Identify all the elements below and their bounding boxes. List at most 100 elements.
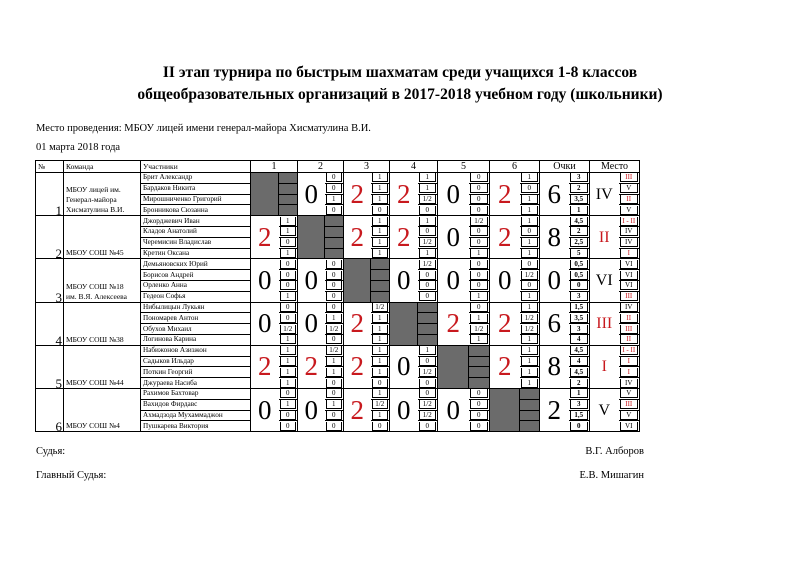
header-opponent-5: 5 (437, 160, 490, 173)
team-match-score: 2 (343, 387, 371, 433)
team-match-score: 2 (489, 344, 520, 389)
participant-points-value: 1,5 (569, 303, 588, 312)
team-match-score: 0 (437, 387, 469, 433)
game-result: 1 (519, 247, 540, 260)
game-result-value: 0 (279, 270, 296, 280)
team-match-score: 2 (343, 171, 371, 217)
header-place: Место (589, 160, 640, 173)
participant-points-value: 5 (569, 249, 588, 258)
participant-place: III (618, 323, 640, 335)
game-result-value: 0 (279, 421, 296, 431)
participant-points-value: 2 (569, 184, 588, 194)
participant-name: Бардаков Никита (140, 182, 251, 195)
game-result: 0 (468, 225, 490, 238)
self-game-cell (370, 290, 390, 303)
participant-name: Поткин Георгий (140, 366, 251, 379)
team-number: 4 (35, 301, 64, 346)
game-result: 0 (324, 377, 344, 389)
participant-row: 3 МБОУ СОШ №18 им. В.Я. Алексеева Демьянов… (35, 258, 640, 303)
game-result: 1 (278, 344, 298, 357)
game-result-value: 1/2 (469, 216, 488, 226)
game-result: 1 (278, 247, 298, 260)
participant-points: 1 (568, 387, 590, 400)
game-result: 1 (370, 344, 390, 357)
participant-name: Обухов Михаил (140, 323, 251, 335)
participant-name: Черемисин Владислав (140, 236, 251, 249)
participant-row: Вахидов Фирдавс 1 1 1/2 1/2 0 3 III (36, 398, 640, 411)
game-result: 1 (370, 323, 390, 335)
self-game-cell (324, 215, 344, 227)
game-result-value: 1 (520, 205, 538, 215)
participant-place-value: II (619, 313, 638, 323)
game-result: 0 (519, 279, 540, 292)
game-result: 1 (417, 172, 438, 184)
game-result-value: 1 (371, 335, 388, 345)
participant-points-value: 0,5 (569, 270, 588, 280)
game-result: 1 (324, 366, 344, 379)
game-result: 0 (278, 387, 298, 400)
participant-points: 4 (568, 355, 590, 368)
game-result: 0 (468, 204, 490, 217)
game-result: 1 (370, 247, 390, 260)
game-result-value: 1 (520, 249, 538, 258)
participant-points-value: 3,5 (569, 313, 588, 323)
game-result: 1 (519, 355, 540, 368)
header-participants: Участники (140, 160, 251, 173)
game-result: 1 (278, 215, 298, 227)
participant-row: Борисов Андрей 0 0 0 0 1/2 0,5 VI (36, 269, 640, 281)
team-place: VI (589, 258, 619, 303)
participant-row: Мирошниченко Григорий 1 1 1/2 0 1 3,5 II (36, 193, 640, 206)
game-result-value: 1 (371, 227, 388, 237)
game-result: 1 (468, 290, 490, 303)
team-name: МБОУ СОШ №4 (63, 387, 141, 433)
game-result: 1 (278, 398, 298, 411)
game-result-value: 1 (418, 346, 436, 356)
participant-place: III (618, 172, 640, 184)
game-result: 0 (324, 409, 344, 422)
participant-place-value: II (619, 195, 638, 204)
participant-points: 2 (568, 182, 590, 195)
game-result-value: 0 (418, 421, 436, 431)
participant-name: Пономарев Антон (140, 312, 251, 325)
participant-place-value: VI (619, 421, 638, 431)
game-result-value: 1 (279, 292, 296, 302)
game-result-value: 1 (418, 216, 436, 226)
participant-points: 4,5 (568, 215, 590, 227)
team-match-score: 0 (389, 344, 418, 389)
self-game-cell (468, 344, 490, 357)
self-game-cell (278, 182, 298, 195)
game-result-value: 0 (325, 411, 342, 420)
participant-name: Нибылицын Лукьян (140, 301, 251, 314)
participant-place: VI (618, 279, 640, 292)
game-result-value: 0 (279, 259, 296, 269)
participant-place: III (618, 398, 640, 411)
game-result: 0 (417, 290, 438, 303)
participant-points-value: 1,5 (569, 411, 588, 420)
game-result-value: 1 (371, 389, 388, 399)
game-result: 1 (324, 312, 344, 325)
game-result: 0 (324, 333, 344, 346)
team-match-score: 0 (297, 387, 325, 433)
document-title-line-1: II этап турнира по быстрым шахматам сред… (162, 64, 638, 81)
game-result: 0 (278, 312, 298, 325)
participant-place: VI (618, 269, 640, 281)
game-result-value: 1 (279, 346, 296, 356)
game-result-value: 0 (279, 281, 296, 291)
team-match-score: 2 (489, 171, 520, 217)
game-result: 1 (519, 236, 540, 249)
game-result-value: 1 (279, 249, 296, 258)
team-match-score: 0 (297, 258, 325, 303)
game-result: 1 (278, 290, 298, 303)
team-place: IV (589, 171, 619, 217)
judge-label: Судья: (36, 446, 66, 457)
game-result-value: 0 (325, 259, 342, 269)
game-result-value: 0 (469, 281, 488, 291)
participant-row: Бронникова Сюзанна 0 0 0 0 1 1 V (36, 204, 640, 217)
participant-name: Пушкарева Виктория (140, 420, 251, 433)
game-result: 0 (417, 204, 438, 217)
game-result: 1 (519, 172, 540, 184)
team-number: 6 (35, 387, 64, 433)
participant-place-value: III (619, 173, 638, 183)
game-result: 0 (468, 301, 490, 314)
game-result-value: 1 (371, 324, 388, 334)
